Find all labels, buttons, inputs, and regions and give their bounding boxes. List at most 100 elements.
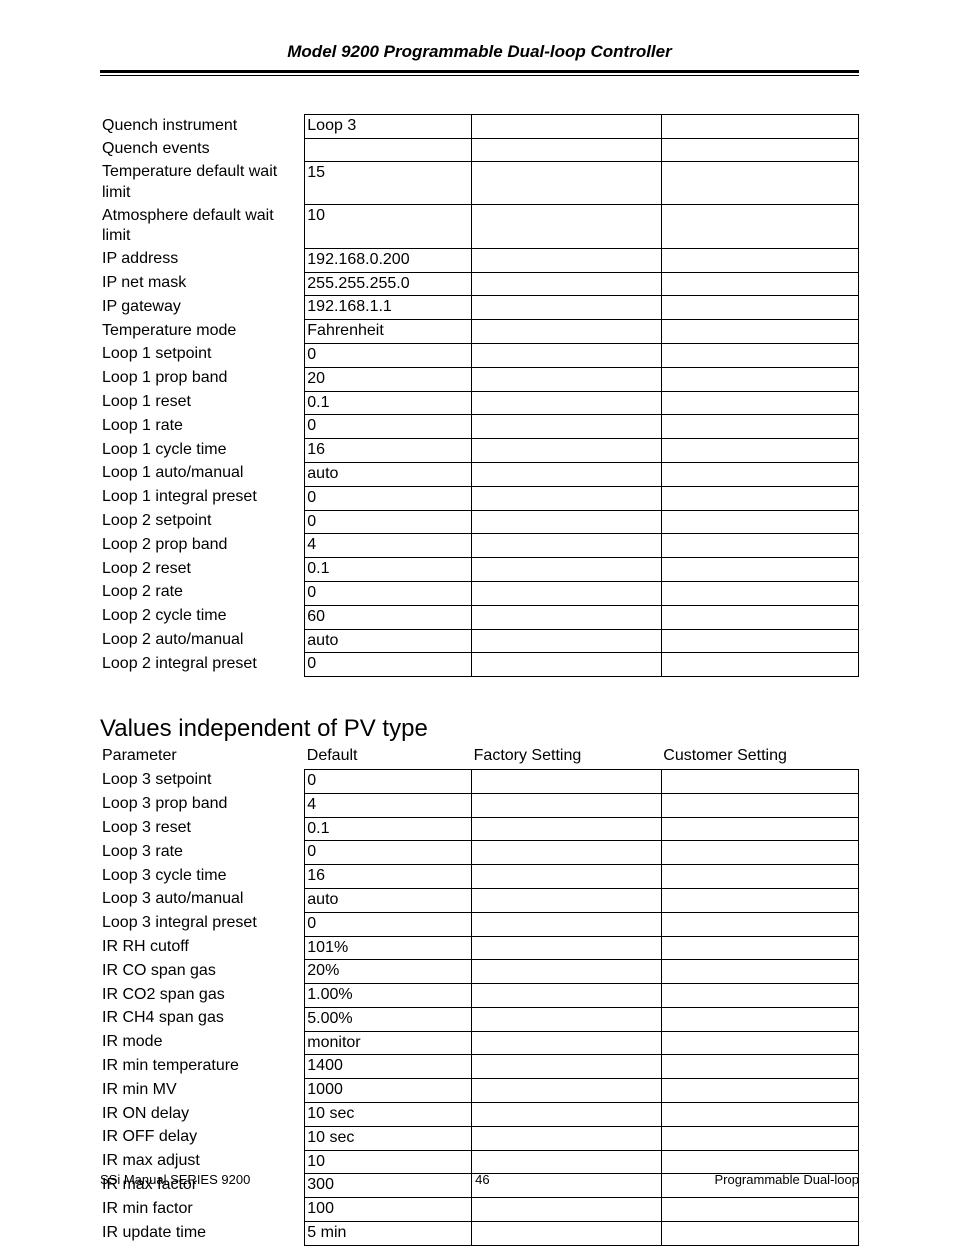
table-row: Loop 2 auto/manualauto bbox=[100, 629, 859, 653]
cell-parameter: Loop 1 cycle time bbox=[100, 439, 305, 463]
cell-customer-setting bbox=[661, 653, 858, 677]
table-row: Loop 3 setpoint0 bbox=[100, 769, 859, 793]
table-row: Loop 2 setpoint0 bbox=[100, 510, 859, 534]
cell-customer-setting bbox=[661, 817, 858, 841]
cell-parameter: IP gateway bbox=[100, 296, 305, 320]
cell-default: 0 bbox=[305, 486, 472, 510]
cell-parameter: Loop 3 rate bbox=[100, 841, 305, 865]
cell-default: 16 bbox=[305, 439, 472, 463]
cell-customer-setting bbox=[661, 1198, 858, 1222]
cell-parameter: Loop 3 integral preset bbox=[100, 912, 305, 936]
cell-default: 0 bbox=[305, 510, 472, 534]
cell-customer-setting bbox=[661, 1007, 858, 1031]
cell-customer-setting bbox=[661, 510, 858, 534]
cell-customer-setting bbox=[661, 415, 858, 439]
table-row: Temperature default wait limit15 bbox=[100, 161, 859, 205]
cell-default: 0 bbox=[305, 343, 472, 367]
cell-factory-setting bbox=[472, 1150, 662, 1174]
table-row: IP gateway192.168.1.1 bbox=[100, 296, 859, 320]
table-row: Loop 3 auto/manualauto bbox=[100, 888, 859, 912]
cell-customer-setting bbox=[661, 462, 858, 486]
cell-factory-setting bbox=[472, 320, 662, 344]
cell-default: 4 bbox=[305, 534, 472, 558]
table-row: Loop 2 cycle time60 bbox=[100, 605, 859, 629]
cell-default: 60 bbox=[305, 605, 472, 629]
cell-parameter: Temperature mode bbox=[100, 320, 305, 344]
cell-default: 0.1 bbox=[305, 817, 472, 841]
cell-customer-setting bbox=[661, 1150, 858, 1174]
table-row: IR max adjust10 bbox=[100, 1150, 859, 1174]
cell-factory-setting bbox=[472, 205, 662, 249]
cell-default: 0 bbox=[305, 581, 472, 605]
cell-factory-setting bbox=[472, 1079, 662, 1103]
page-content: Model 9200 Programmable Dual-loop Contro… bbox=[0, 0, 954, 1246]
cell-factory-setting bbox=[472, 248, 662, 272]
cell-parameter: Loop 3 cycle time bbox=[100, 865, 305, 889]
cell-customer-setting bbox=[661, 367, 858, 391]
cell-default: 101% bbox=[305, 936, 472, 960]
cell-factory-setting bbox=[472, 343, 662, 367]
cell-factory-setting bbox=[472, 1222, 662, 1246]
footer-page-number: 46 bbox=[475, 1172, 489, 1187]
table-row: IR modemonitor bbox=[100, 1031, 859, 1055]
table-row: Temperature modeFahrenheit bbox=[100, 320, 859, 344]
cell-factory-setting bbox=[472, 793, 662, 817]
cell-customer-setting bbox=[661, 439, 858, 463]
page-footer: SSi Manual SERIES 9200 46 Programmable D… bbox=[100, 1172, 859, 1187]
table-row: Loop 1 prop band20 bbox=[100, 367, 859, 391]
cell-customer-setting bbox=[661, 581, 858, 605]
cell-customer-setting bbox=[661, 912, 858, 936]
cell-default: 20% bbox=[305, 960, 472, 984]
cell-factory-setting bbox=[472, 510, 662, 534]
table-row: Quench events bbox=[100, 138, 859, 161]
cell-parameter: IR update time bbox=[100, 1222, 305, 1246]
cell-customer-setting bbox=[661, 534, 858, 558]
cell-factory-setting bbox=[472, 653, 662, 677]
cell-customer-setting bbox=[661, 1031, 858, 1055]
cell-factory-setting bbox=[472, 1031, 662, 1055]
cell-default: Fahrenheit bbox=[305, 320, 472, 344]
cell-customer-setting bbox=[661, 391, 858, 415]
cell-parameter: IR mode bbox=[100, 1031, 305, 1055]
cell-customer-setting bbox=[661, 248, 858, 272]
cell-parameter: Loop 2 cycle time bbox=[100, 605, 305, 629]
cell-factory-setting bbox=[472, 115, 662, 139]
cell-customer-setting bbox=[661, 343, 858, 367]
cell-default: monitor bbox=[305, 1031, 472, 1055]
cell-default: 192.168.0.200 bbox=[305, 248, 472, 272]
section-heading: Values independent of PV type bbox=[100, 715, 859, 743]
cell-parameter: IR CO2 span gas bbox=[100, 984, 305, 1008]
cell-customer-setting bbox=[661, 138, 858, 161]
cell-default: 0 bbox=[305, 415, 472, 439]
cell-factory-setting bbox=[472, 161, 662, 205]
cell-default: auto bbox=[305, 629, 472, 653]
cell-customer-setting bbox=[661, 486, 858, 510]
table-row: Quench instrumentLoop 3 bbox=[100, 115, 859, 139]
table-row: Loop 3 rate0 bbox=[100, 841, 859, 865]
cell-parameter: IR min temperature bbox=[100, 1055, 305, 1079]
cell-parameter: Loop 2 rate bbox=[100, 581, 305, 605]
table-row: Loop 2 rate0 bbox=[100, 581, 859, 605]
table-row: Loop 3 reset0.1 bbox=[100, 817, 859, 841]
cell-default: 4 bbox=[305, 793, 472, 817]
cell-customer-setting bbox=[661, 296, 858, 320]
table-row: IR CO span gas20% bbox=[100, 960, 859, 984]
cell-parameter: Loop 1 prop band bbox=[100, 367, 305, 391]
cell-default: 0 bbox=[305, 653, 472, 677]
cell-factory-setting bbox=[472, 841, 662, 865]
table-row: IR ON delay10 sec bbox=[100, 1103, 859, 1127]
cell-default: 16 bbox=[305, 865, 472, 889]
table-row: Loop 1 cycle time16 bbox=[100, 439, 859, 463]
table-row: Loop 3 cycle time16 bbox=[100, 865, 859, 889]
cell-default: 0 bbox=[305, 841, 472, 865]
cell-customer-setting bbox=[661, 272, 858, 296]
cell-factory-setting bbox=[472, 558, 662, 582]
footer-left: SSi Manual SERIES 9200 bbox=[100, 1172, 250, 1187]
cell-parameter: Loop 2 prop band bbox=[100, 534, 305, 558]
cell-default: 1000 bbox=[305, 1079, 472, 1103]
table-row: Loop 1 integral preset0 bbox=[100, 486, 859, 510]
cell-customer-setting bbox=[661, 793, 858, 817]
cell-parameter: Loop 1 rate bbox=[100, 415, 305, 439]
cell-factory-setting bbox=[472, 462, 662, 486]
cell-default: Loop 3 bbox=[305, 115, 472, 139]
